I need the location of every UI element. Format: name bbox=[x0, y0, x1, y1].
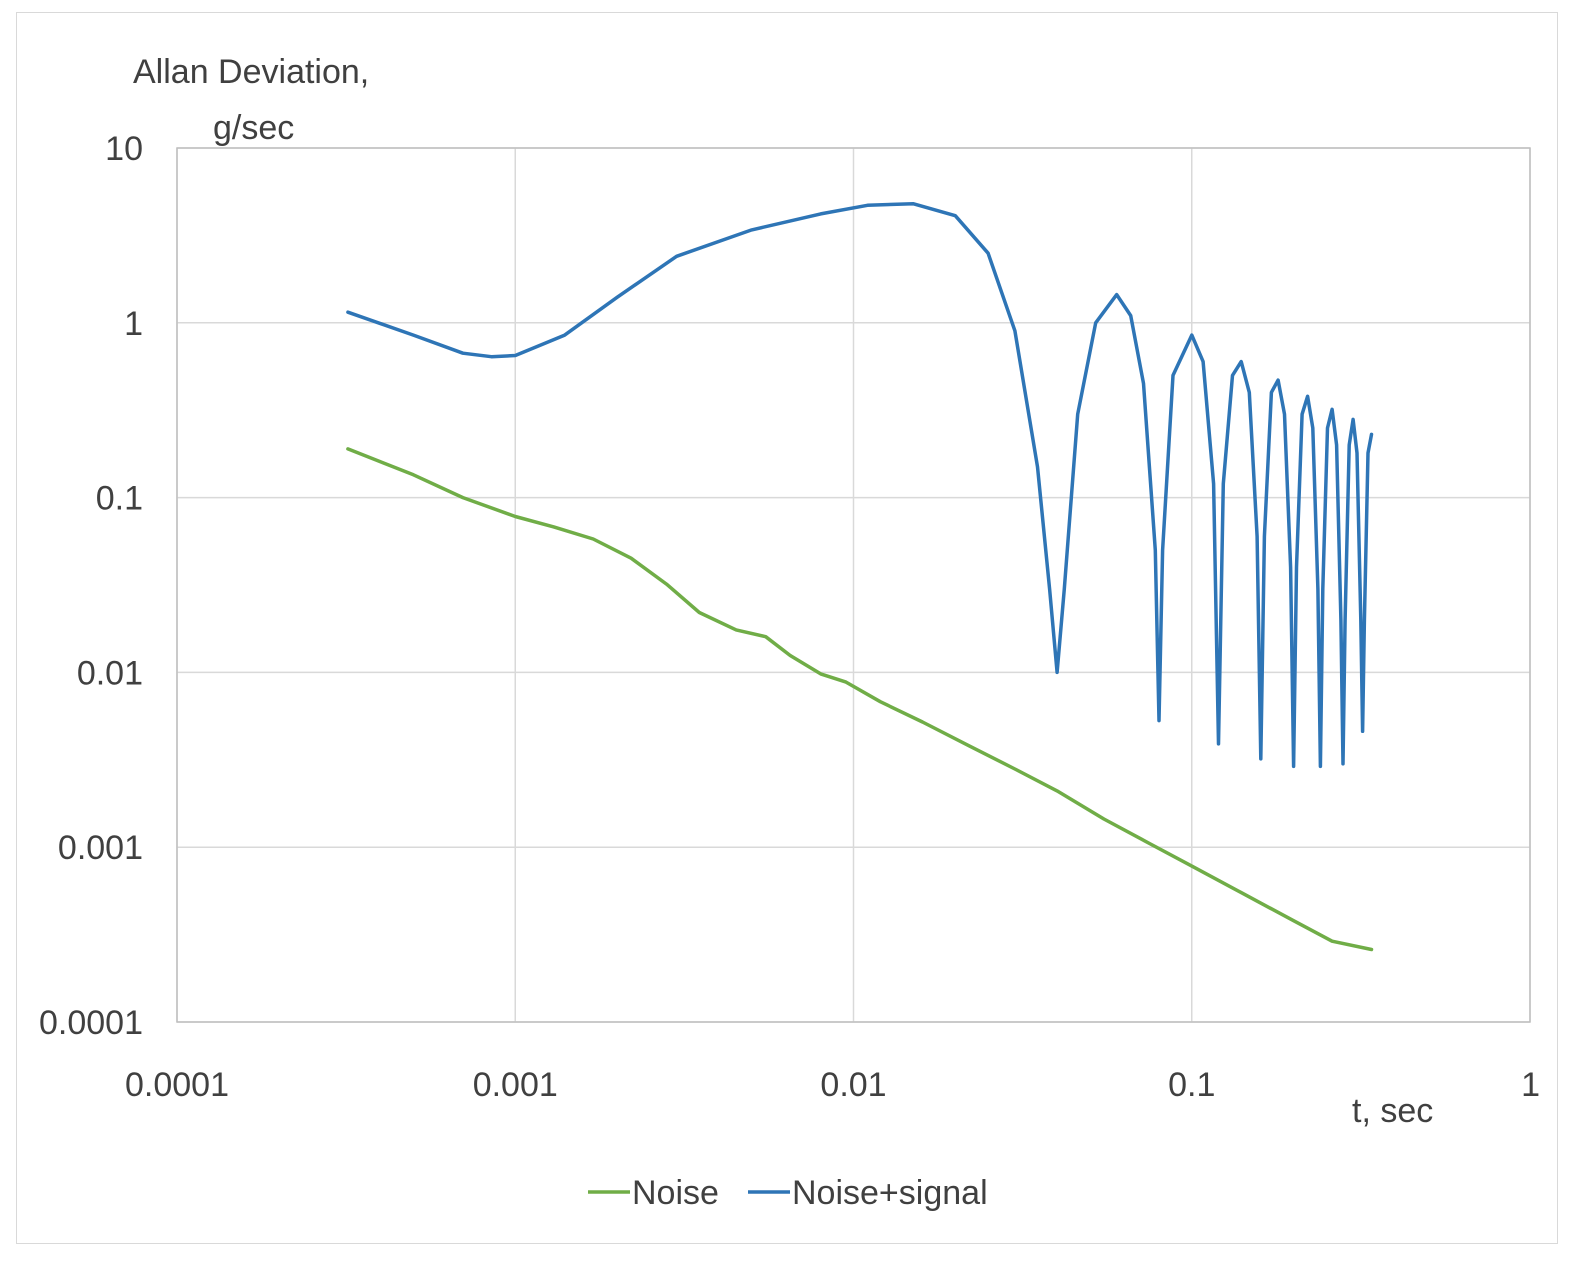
y-tick-label: 10 bbox=[105, 130, 143, 168]
x-tick-label: 1 bbox=[1521, 1066, 1540, 1104]
y-tick-label: 0.01 bbox=[77, 654, 143, 692]
legend-label: Noise bbox=[632, 1174, 719, 1212]
series-noise-signal bbox=[346, 201, 1374, 769]
x-tick-label: 0.001 bbox=[473, 1066, 558, 1104]
legend-item-noise[interactable]: Noise bbox=[588, 1174, 719, 1212]
series-line bbox=[346, 201, 1374, 769]
series-layer bbox=[346, 201, 1374, 952]
x-tick-label: 0.0001 bbox=[125, 1066, 229, 1104]
x-tick-label: 0.01 bbox=[820, 1066, 886, 1104]
legend[interactable]: Noise Noise+signal bbox=[588, 1174, 988, 1212]
chart-frame bbox=[16, 12, 1558, 1244]
x-tick-label: 0.1 bbox=[1168, 1066, 1215, 1104]
legend-item-noise-signal[interactable]: Noise+signal bbox=[748, 1174, 988, 1212]
x-axis-ticks: 0.0001 0.001 0.01 0.1 1 bbox=[125, 1066, 1540, 1104]
x-axis-title: t, sec bbox=[1352, 1092, 1433, 1130]
plot-area bbox=[176, 147, 1531, 1023]
plot-grid bbox=[176, 147, 1531, 1023]
series-line bbox=[346, 447, 1374, 952]
y-axis-title-line1: Allan Deviation, bbox=[133, 53, 369, 91]
y-tick-label: 0.1 bbox=[96, 480, 143, 518]
y-tick-label: 1 bbox=[124, 305, 143, 343]
series-noise bbox=[346, 447, 1374, 952]
y-axis-ticks: 0.0001 0.001 0.01 0.1 1 10 bbox=[39, 130, 143, 1042]
y-tick-label: 0.0001 bbox=[39, 1004, 143, 1042]
y-axis-title-line2: g/sec bbox=[213, 109, 294, 147]
legend-label: Noise+signal bbox=[792, 1174, 988, 1212]
y-tick-label: 0.001 bbox=[58, 829, 143, 867]
